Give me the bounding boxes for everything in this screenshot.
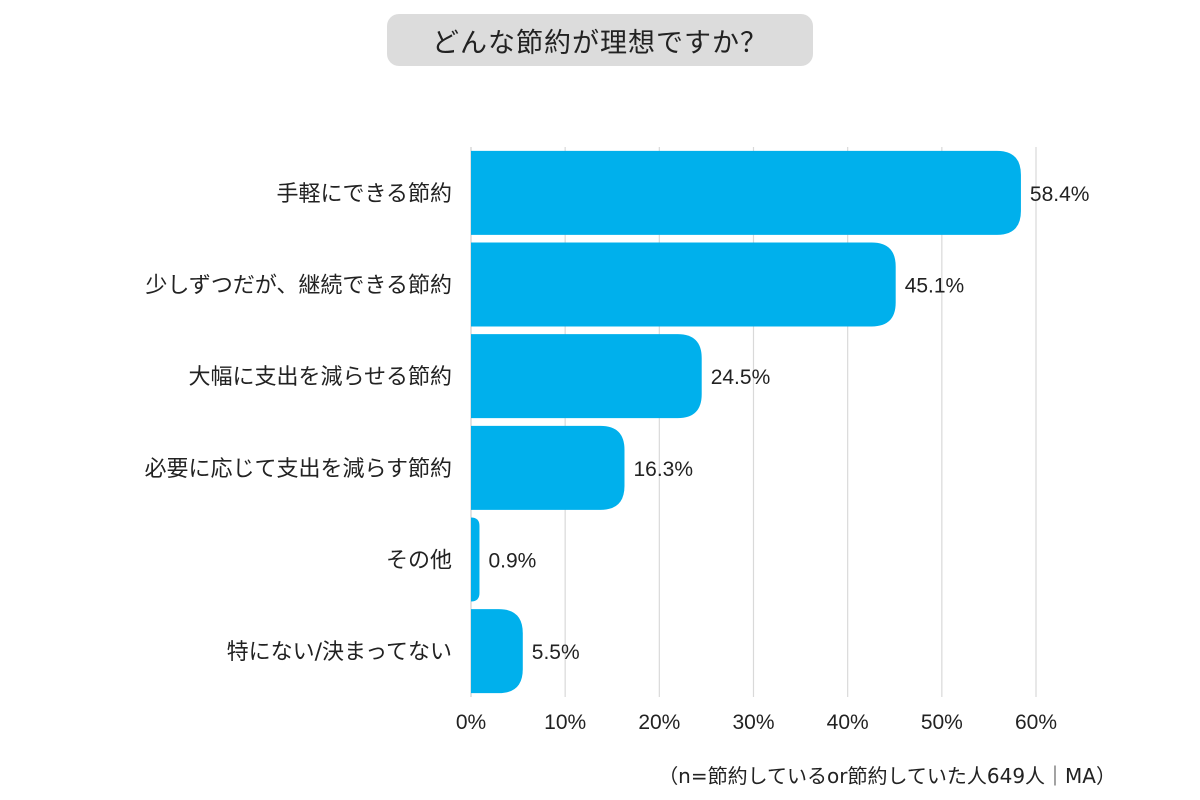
value-label: 5.5% bbox=[532, 641, 580, 664]
category-label: その他 bbox=[386, 549, 452, 574]
bars bbox=[471, 150, 1021, 694]
chart-title: どんな節約が理想ですか？ bbox=[387, 14, 813, 66]
x-tick-labels: 0% 10% 20% 30% 40% 50% 60% bbox=[456, 711, 1057, 734]
bar bbox=[471, 609, 523, 694]
value-label: 45.1% bbox=[905, 275, 965, 298]
bar bbox=[471, 150, 1021, 235]
category-label: 少しずつだが、継続できる節約 bbox=[145, 274, 452, 299]
value-label: 16.3% bbox=[633, 458, 693, 481]
category-label: 必要に応じて支出を減らす節約 bbox=[144, 457, 452, 482]
x-tick-label: 50% bbox=[921, 711, 963, 734]
bar bbox=[471, 425, 625, 510]
value-labels: 58.4% 45.1% 24.5% 16.3% 0.9% 5.5% bbox=[488, 183, 1089, 664]
value-label: 58.4% bbox=[1030, 183, 1090, 206]
category-label: 特にない/決まってない bbox=[227, 640, 452, 665]
x-tick-label: 10% bbox=[544, 711, 586, 734]
bar bbox=[471, 334, 702, 419]
x-tick-label: 0% bbox=[456, 711, 486, 734]
x-tick-label: 30% bbox=[732, 711, 774, 734]
x-tick-label: 40% bbox=[827, 711, 869, 734]
bar bbox=[471, 517, 480, 602]
category-label: 大幅に支出を減らせる節約 bbox=[188, 365, 452, 390]
value-label: 0.9% bbox=[488, 550, 536, 573]
sample-note: （n=節約しているor節約していた人649人｜MA） bbox=[658, 764, 1116, 788]
x-tick-label: 20% bbox=[638, 711, 680, 734]
category-label: 手軽にできる節約 bbox=[276, 182, 452, 207]
value-label: 24.5% bbox=[711, 366, 771, 389]
x-tick-label: 60% bbox=[1015, 711, 1057, 734]
category-labels: 手軽にできる節約少しずつだが、継続できる節約大幅に支出を減らせる節約必要に応じて… bbox=[144, 182, 452, 665]
bar bbox=[471, 242, 896, 327]
grid-lines bbox=[470, 147, 1037, 697]
